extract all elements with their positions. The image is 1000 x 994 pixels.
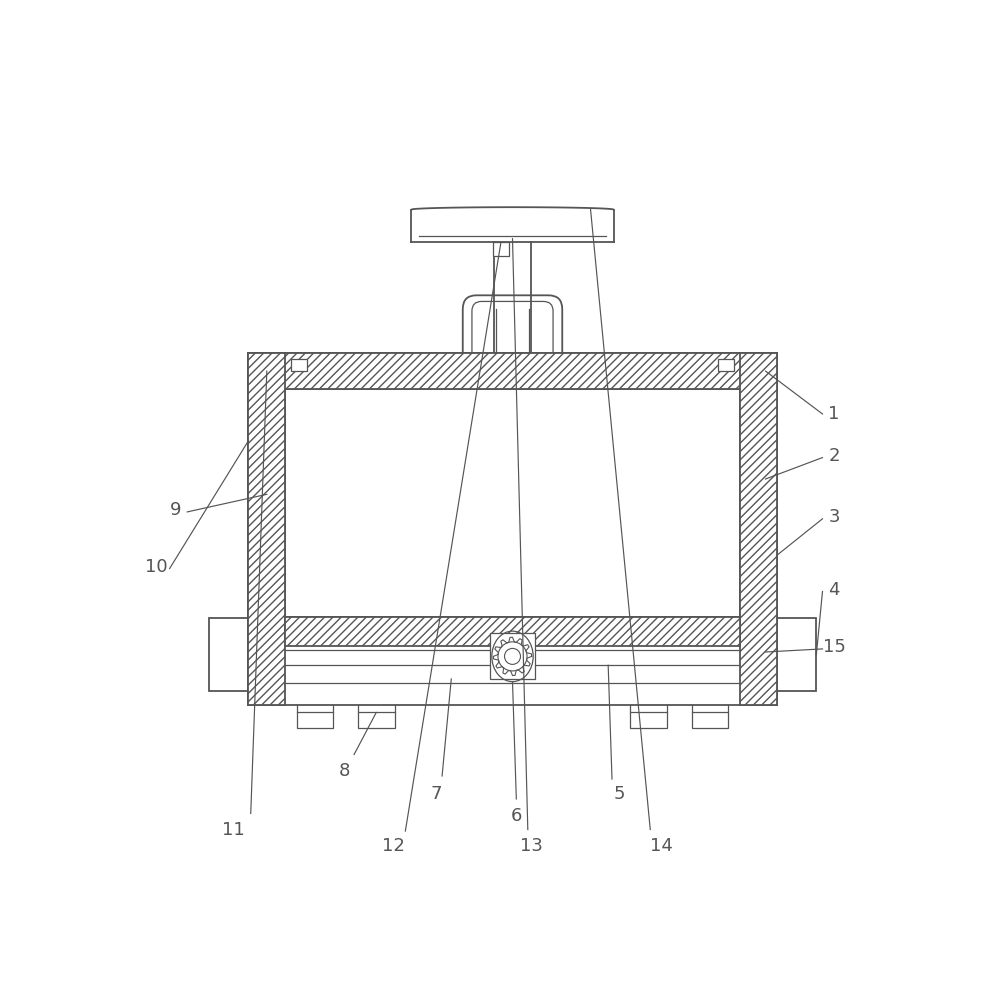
Text: 3: 3 — [828, 508, 840, 526]
Bar — [490, 633, 535, 679]
Bar — [209, 618, 248, 691]
Text: 9: 9 — [170, 501, 181, 519]
Bar — [493, 242, 509, 255]
Text: 8: 8 — [338, 762, 350, 780]
Text: 4: 4 — [828, 580, 840, 599]
Text: 11: 11 — [222, 821, 245, 839]
Text: 13: 13 — [520, 837, 543, 856]
Bar — [248, 353, 777, 705]
Text: 10: 10 — [145, 558, 168, 577]
Text: 12: 12 — [382, 837, 405, 856]
Bar — [718, 359, 734, 371]
Bar — [692, 713, 728, 728]
Bar — [358, 713, 395, 728]
Text: 2: 2 — [828, 447, 840, 465]
Text: 15: 15 — [823, 638, 845, 656]
Text: 6: 6 — [511, 807, 522, 825]
Bar — [248, 353, 285, 705]
Bar — [297, 713, 333, 728]
Bar — [285, 390, 740, 616]
Text: 7: 7 — [430, 785, 442, 803]
Bar — [740, 353, 777, 705]
Bar — [630, 713, 667, 728]
Text: 14: 14 — [650, 837, 673, 856]
Bar — [285, 616, 740, 646]
Text: 1: 1 — [828, 405, 840, 423]
Bar — [291, 359, 307, 371]
Text: 5: 5 — [614, 785, 625, 803]
Bar — [248, 353, 777, 390]
Bar — [777, 618, 816, 691]
